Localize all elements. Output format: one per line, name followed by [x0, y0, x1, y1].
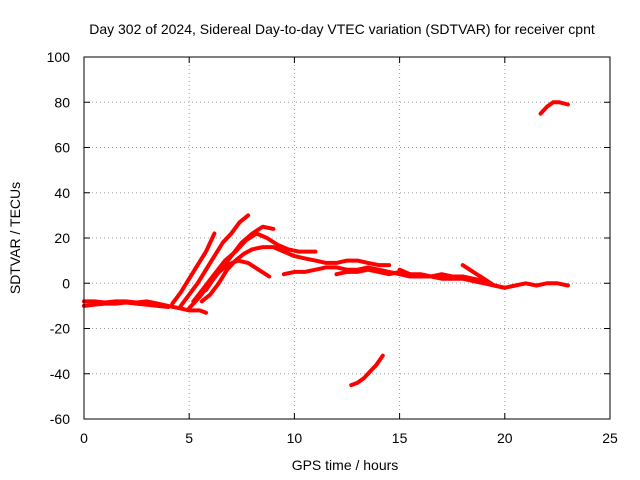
y-tick-label: -20	[50, 321, 70, 337]
series-line-late	[397, 267, 570, 290]
y-axis-label: SDTVAR / TECUs	[7, 182, 23, 294]
x-axis: 0 5 10 15 20 25	[80, 57, 618, 446]
y-tick-label: 20	[54, 230, 70, 246]
x-tick-label: 15	[392, 430, 408, 446]
x-tick-label: 0	[80, 430, 88, 446]
y-tick-label: -60	[50, 411, 70, 427]
x-tick-label: 10	[287, 430, 303, 446]
x-tick-label: 20	[497, 430, 513, 446]
grid-lines	[84, 57, 610, 419]
y-tick-label: 100	[47, 49, 71, 65]
y-tick-label: 0	[62, 275, 70, 291]
series-line-high	[538, 100, 570, 116]
x-axis-label: GPS time / hours	[292, 457, 399, 473]
y-axis: -60 -40 -20 0 20 40 60 80 100	[47, 49, 610, 427]
series-line-late-bump	[460, 263, 507, 290]
plot-frame	[83, 56, 611, 420]
chart-title: Day 302 of 2024, Sidereal Day-to-day VTE…	[89, 21, 595, 37]
x-tick-label: 5	[185, 430, 193, 446]
y-tick-label: -40	[50, 366, 70, 382]
series-line-rise-2	[178, 213, 251, 308]
x-tick-label: 25	[602, 430, 618, 446]
y-tick-label: 80	[54, 94, 70, 110]
data-series-group	[82, 100, 570, 388]
series-line-baseline-lower	[82, 300, 171, 309]
series-line-rise-5	[199, 245, 392, 304]
series-line-hump	[204, 258, 272, 292]
y-tick-label: 60	[54, 140, 70, 156]
series-line-dip	[349, 353, 385, 388]
series-line-rise-1	[170, 231, 217, 306]
y-tick-label: 40	[54, 185, 70, 201]
